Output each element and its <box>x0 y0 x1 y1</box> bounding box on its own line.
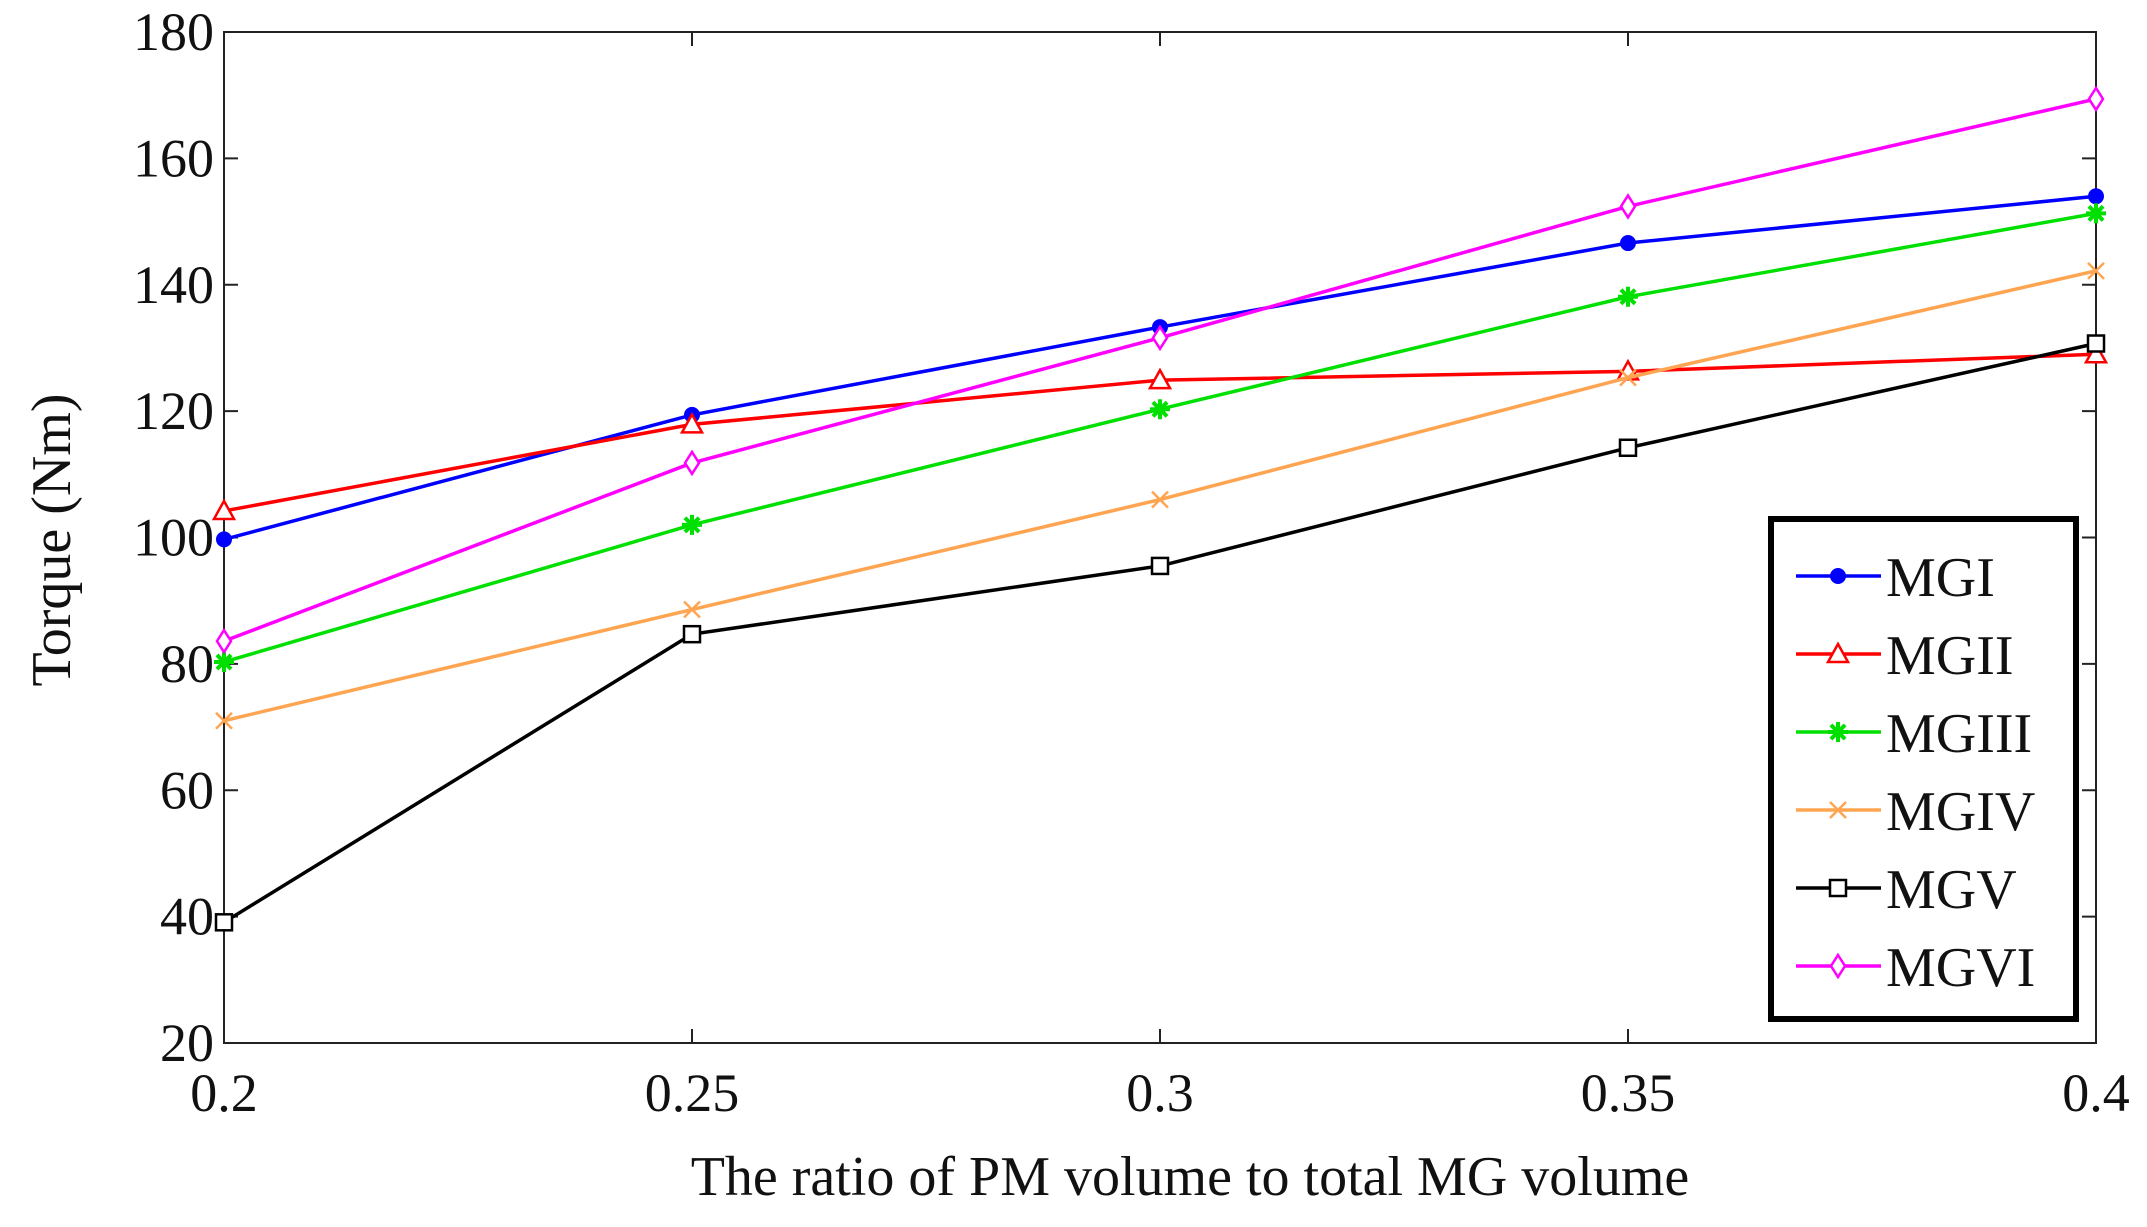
point-mgvi <box>1151 324 1169 352</box>
point-mgi <box>216 531 232 548</box>
series-group <box>211 85 2109 932</box>
axes: 0.2 0.25 0.3 0.35 0.4 20 40 60 80 100 120 140 160 180 <box>133 2 2130 1123</box>
x-tick-label: 0.3 <box>1126 1063 1194 1123</box>
point-mgv <box>682 624 702 644</box>
point-mgv <box>1150 556 1170 576</box>
y-tick-label: 180 <box>133 2 214 62</box>
legend-item-mgiii: MGIII <box>1796 703 2032 765</box>
point-mgi <box>1620 235 1636 252</box>
x-tick-label: 0.4 <box>2062 1063 2130 1123</box>
point-mgvi <box>2087 85 2105 113</box>
x-axis-label: The ratio of PM volume to total MG volum… <box>691 1146 1690 1208</box>
legend-label: MGIII <box>1886 703 2032 765</box>
y-axis-label: Torque (Nm) <box>21 393 83 686</box>
point-mgiii <box>1150 399 1170 420</box>
point-mgiv <box>683 600 701 619</box>
point-mgiii <box>1618 286 1638 307</box>
legend-marker <box>1828 722 1848 742</box>
x-tick-label: 0.35 <box>1581 1063 1676 1123</box>
series-mgiii <box>214 203 2106 672</box>
legend-item-mgiv: MGIV <box>1796 781 2035 843</box>
legend-item-mgvi: MGVI <box>1796 937 2035 999</box>
y-tick-label: 40 <box>160 887 214 947</box>
series-mgiv <box>215 261 2105 730</box>
x-tick-label: 0.2 <box>190 1063 258 1123</box>
legend-label: MGVI <box>1886 937 2035 999</box>
legend-item-mgii: MGII <box>1796 625 2014 687</box>
legend-box <box>1768 516 2079 1022</box>
point-mgiii <box>2086 203 2106 224</box>
legend-marker <box>1830 568 1846 584</box>
y-tick-label: 60 <box>160 760 214 820</box>
point-mgiii <box>682 514 702 535</box>
point-mgv <box>1618 438 1638 458</box>
point-mgvi <box>683 449 701 477</box>
point-mgv <box>2086 334 2106 353</box>
point-mgv <box>214 913 234 932</box>
y-tick-label: 20 <box>160 1013 214 1073</box>
point-mgi <box>2088 188 2104 205</box>
point-mgii <box>211 498 237 521</box>
legend-label: MGV <box>1886 859 2017 921</box>
point-mgiv <box>1619 368 1637 387</box>
legend: MGI MGII MGIII MGIV MGV MGVI <box>1768 516 2079 1022</box>
point-mgiv <box>1151 490 1169 509</box>
point-mgiv <box>215 711 233 730</box>
x-tick-label: 0.25 <box>645 1063 740 1123</box>
point-mgii <box>679 411 705 434</box>
series-mgvi <box>215 85 2105 655</box>
y-tick-label: 120 <box>133 381 214 441</box>
legend-marker <box>1829 952 1847 980</box>
legend-marker <box>1829 801 1847 819</box>
point-mgiv <box>2087 261 2105 280</box>
series-mgii <box>211 341 2109 521</box>
legend-marker <box>1825 641 1851 664</box>
legend-item-mgv: MGV <box>1796 859 2017 921</box>
y-tick-label: 80 <box>160 634 214 694</box>
point-mgii <box>2083 341 2109 364</box>
point-mgii <box>1147 367 1173 390</box>
point-mgvi <box>1619 193 1637 220</box>
legend-label: MGII <box>1886 625 2014 687</box>
legend-label: MGI <box>1886 547 1995 609</box>
legend-marker <box>1828 878 1848 898</box>
point-mgiii <box>214 651 234 672</box>
point-mgvi <box>215 627 233 655</box>
y-tick-label: 160 <box>133 128 214 188</box>
y-tick-label: 100 <box>133 508 214 568</box>
legend-item-mgi: MGI <box>1796 547 1995 609</box>
y-tick-label: 140 <box>133 255 214 315</box>
legend-label: MGIV <box>1886 781 2035 843</box>
series-mgv <box>214 334 2106 932</box>
